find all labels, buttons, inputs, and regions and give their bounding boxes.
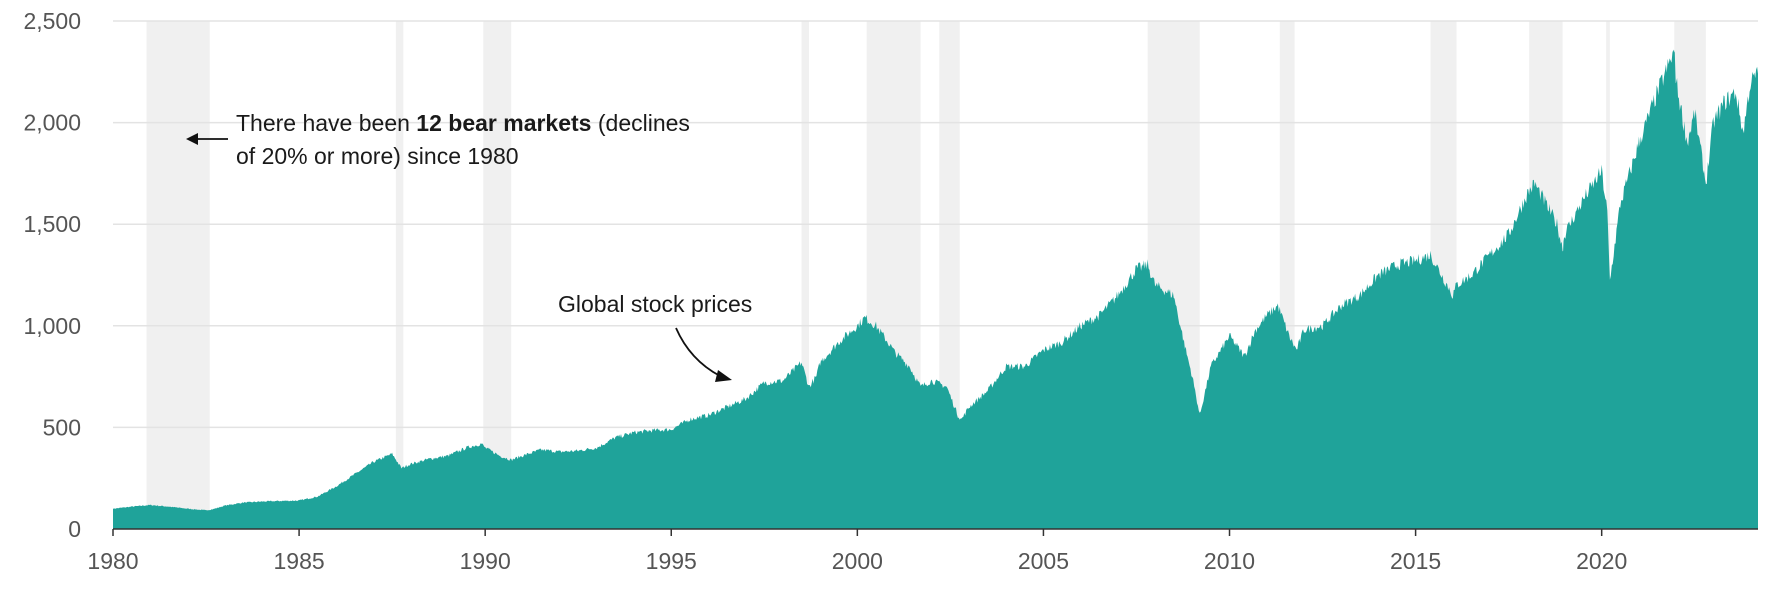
x-tick-label: 2015	[1390, 548, 1441, 574]
x-tick-label: 1990	[460, 548, 511, 574]
bear-market-band	[801, 21, 809, 529]
series-label-arrowhead	[715, 370, 732, 382]
bear-note-line-2: of 20% or more) since 1980	[236, 143, 519, 169]
bear-note-suffix: (declines	[591, 110, 689, 136]
bear-note-line-1: There have been 12 bear markets (decline…	[236, 110, 690, 136]
area-series	[113, 49, 1758, 529]
y-tick-label: 2,500	[23, 8, 81, 34]
bear-market-band	[146, 21, 210, 529]
x-tick-label: 1980	[87, 548, 138, 574]
x-tick-labels: 1980 1985 1990 1995 2000 2005 2010 2015 2020	[87, 529, 1627, 574]
series-area-global-stock-prices	[113, 49, 1758, 529]
y-tick-label: 1,000	[23, 313, 81, 339]
y-tick-label: 1,500	[23, 211, 81, 237]
bear-note-bold: 12 bear markets	[416, 110, 591, 136]
x-tick-label: 1995	[646, 548, 697, 574]
y-tick-labels: 0 500 1,000 1,500 2,000 2,500	[23, 8, 81, 542]
series-label: Global stock prices	[558, 291, 752, 317]
bear-market-band	[395, 21, 404, 529]
y-tick-label: 2,000	[23, 110, 81, 136]
series-label-arrow-curve	[675, 327, 721, 377]
x-tick-label: 1985	[274, 548, 325, 574]
x-tick-label: 2000	[832, 548, 883, 574]
x-tick-label: 2020	[1576, 548, 1627, 574]
bear-market-band	[483, 21, 512, 529]
x-tick-label: 2010	[1204, 548, 1255, 574]
y-tick-label: 500	[43, 414, 81, 440]
bear-note-prefix: There have been	[236, 110, 416, 136]
bear-note-arrowhead	[186, 133, 198, 145]
x-tick-label: 2005	[1018, 548, 1069, 574]
annotations: There have been 12 bear markets (decline…	[186, 110, 752, 382]
y-tick-label: 0	[68, 516, 81, 542]
